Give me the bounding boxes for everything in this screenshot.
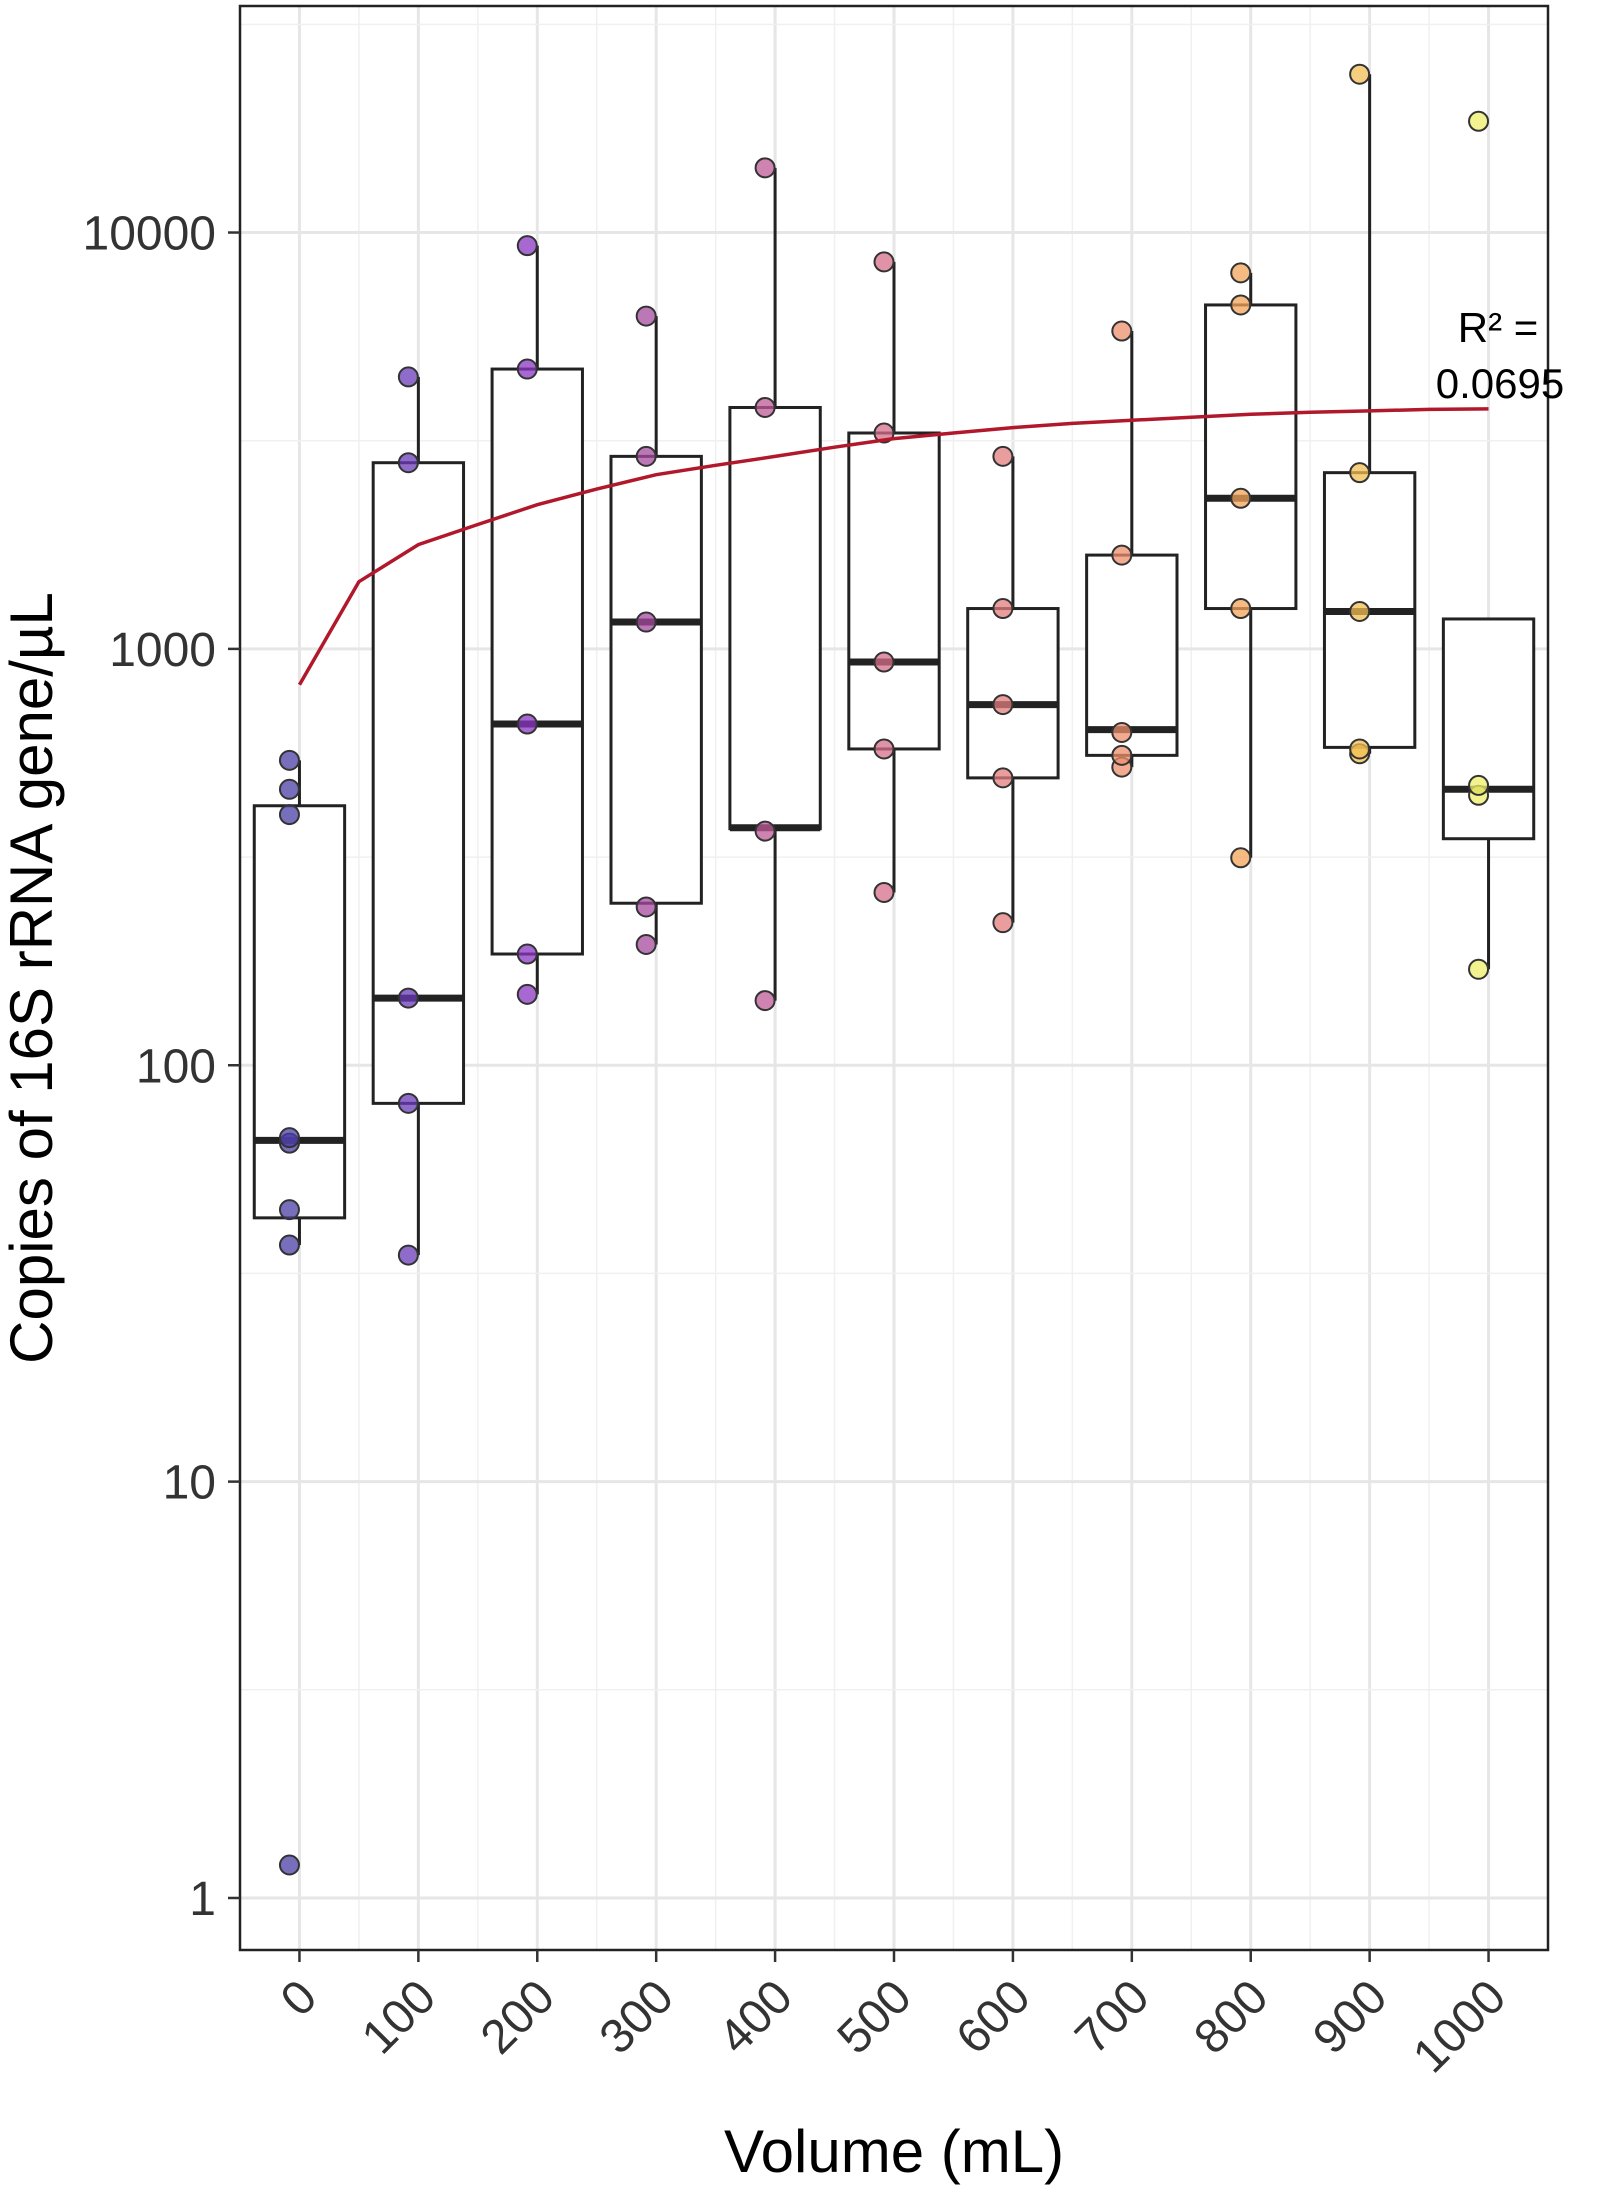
- data-point: [873, 651, 895, 673]
- data-point: [278, 804, 300, 826]
- data-point: [1230, 294, 1252, 316]
- data-point: [635, 611, 657, 633]
- data-point: [754, 157, 776, 179]
- y-tick-label: 1000: [109, 624, 216, 677]
- x-tick-label: 600: [947, 1970, 1041, 2064]
- data-point: [278, 778, 300, 800]
- box-iqr: [490, 367, 584, 956]
- box-iqr: [609, 454, 703, 905]
- data-point: [1230, 487, 1252, 509]
- box-iqr: [728, 405, 822, 831]
- data-point: [397, 452, 419, 474]
- box-group-600: [966, 456, 1060, 923]
- data-point: [873, 738, 895, 760]
- data-point: [1230, 262, 1252, 284]
- data-point: [635, 305, 657, 327]
- y-tick-label: 10000: [83, 208, 216, 261]
- data-point: [1111, 544, 1133, 566]
- box-iqr: [252, 804, 347, 1220]
- data-point: [278, 749, 300, 771]
- r-squared-label: R² =: [1458, 304, 1539, 351]
- data-point: [992, 598, 1014, 620]
- box-iqr: [1204, 303, 1298, 611]
- trend-line: [297, 407, 1489, 686]
- y-tick-label: 1: [189, 1873, 216, 1926]
- data-point: [754, 820, 776, 842]
- data-point: [1468, 958, 1490, 980]
- data-point: [635, 445, 657, 467]
- data-point: [516, 358, 538, 380]
- data-point: [1111, 744, 1133, 766]
- box-iqr: [371, 461, 466, 1105]
- x-tick-label: 200: [471, 1970, 565, 2064]
- data-point: [873, 881, 895, 903]
- data-point: [397, 987, 419, 1009]
- data-point: [873, 251, 895, 273]
- data-point: [278, 1127, 300, 1149]
- data-point: [1111, 320, 1133, 342]
- data-point: [754, 990, 776, 1012]
- box-group-300: [609, 316, 703, 945]
- trend-line-layer: [297, 407, 1489, 686]
- x-axis-title: Volume (mL): [724, 2118, 1064, 2185]
- box-group-400: [728, 167, 822, 1001]
- box-iqr: [966, 607, 1060, 780]
- data-point: [1349, 738, 1371, 760]
- data-point: [278, 1234, 300, 1256]
- data-point: [278, 1854, 300, 1876]
- box-group-700: [1085, 331, 1179, 768]
- data-point: [635, 896, 657, 918]
- data-point: [516, 983, 538, 1005]
- data-point: [397, 1092, 419, 1114]
- box-group-1000: [1441, 617, 1536, 970]
- box-group-800: [1204, 272, 1298, 858]
- data-point: [516, 713, 538, 735]
- x-tick-label: 700: [1065, 1970, 1159, 2064]
- x-tick-label: 500: [828, 1970, 922, 2064]
- data-point: [992, 912, 1014, 934]
- data-point: [1349, 462, 1371, 484]
- box-group-500: [847, 261, 941, 893]
- data-point: [1230, 847, 1252, 869]
- box-iqr: [1085, 553, 1179, 757]
- x-tick-label: 0: [271, 1970, 327, 2026]
- x-tick-label: 100: [352, 1970, 446, 2064]
- data-point: [635, 933, 657, 955]
- box-group-0: [252, 760, 347, 1246]
- data-point: [992, 767, 1014, 789]
- x-tick-label: 800: [1184, 1970, 1278, 2064]
- box-group-900: [1322, 74, 1417, 754]
- data-point: [1468, 110, 1490, 132]
- data-point: [397, 1244, 419, 1266]
- y-axis-title: Copies of 16S rRNA gene/µL: [0, 592, 65, 1364]
- y-tick-label: 100: [136, 1040, 216, 1093]
- data-point: [1349, 600, 1371, 622]
- data-point: [1468, 774, 1490, 796]
- box-group-200: [490, 245, 584, 995]
- data-point: [992, 694, 1014, 716]
- data-point: [1349, 63, 1371, 85]
- x-tick-label: 400: [709, 1970, 803, 2064]
- boxes: [252, 74, 1536, 1256]
- data-point: [397, 366, 419, 388]
- x-tick-label: 1000: [1403, 1970, 1516, 2083]
- data-point: [1111, 721, 1133, 743]
- box-iqr: [1441, 617, 1536, 841]
- data-point: [516, 235, 538, 257]
- data-point: [992, 445, 1014, 467]
- data-point: [754, 396, 776, 418]
- x-tick-label: 900: [1303, 1970, 1397, 2064]
- box-group-100: [371, 376, 466, 1256]
- r-squared-value: 0.0695: [1436, 360, 1564, 407]
- data-point: [516, 943, 538, 965]
- x-tick-label: 300: [590, 1970, 684, 2064]
- data-point: [1230, 598, 1252, 620]
- data-points: [278, 63, 1490, 1876]
- data-point: [278, 1199, 300, 1221]
- box-iqr: [847, 431, 941, 751]
- y-tick-label: 10: [163, 1457, 216, 1510]
